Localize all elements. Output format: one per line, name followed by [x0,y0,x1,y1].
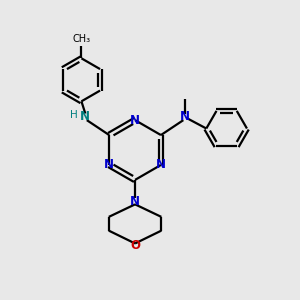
Text: N: N [156,158,166,171]
Text: N: N [104,158,114,171]
Text: N: N [180,110,190,123]
Text: N: N [130,195,140,208]
Text: CH₃: CH₃ [72,34,91,44]
Text: N: N [130,114,140,127]
Text: O: O [130,239,140,252]
Text: N: N [80,110,90,123]
Text: H: H [70,110,78,120]
